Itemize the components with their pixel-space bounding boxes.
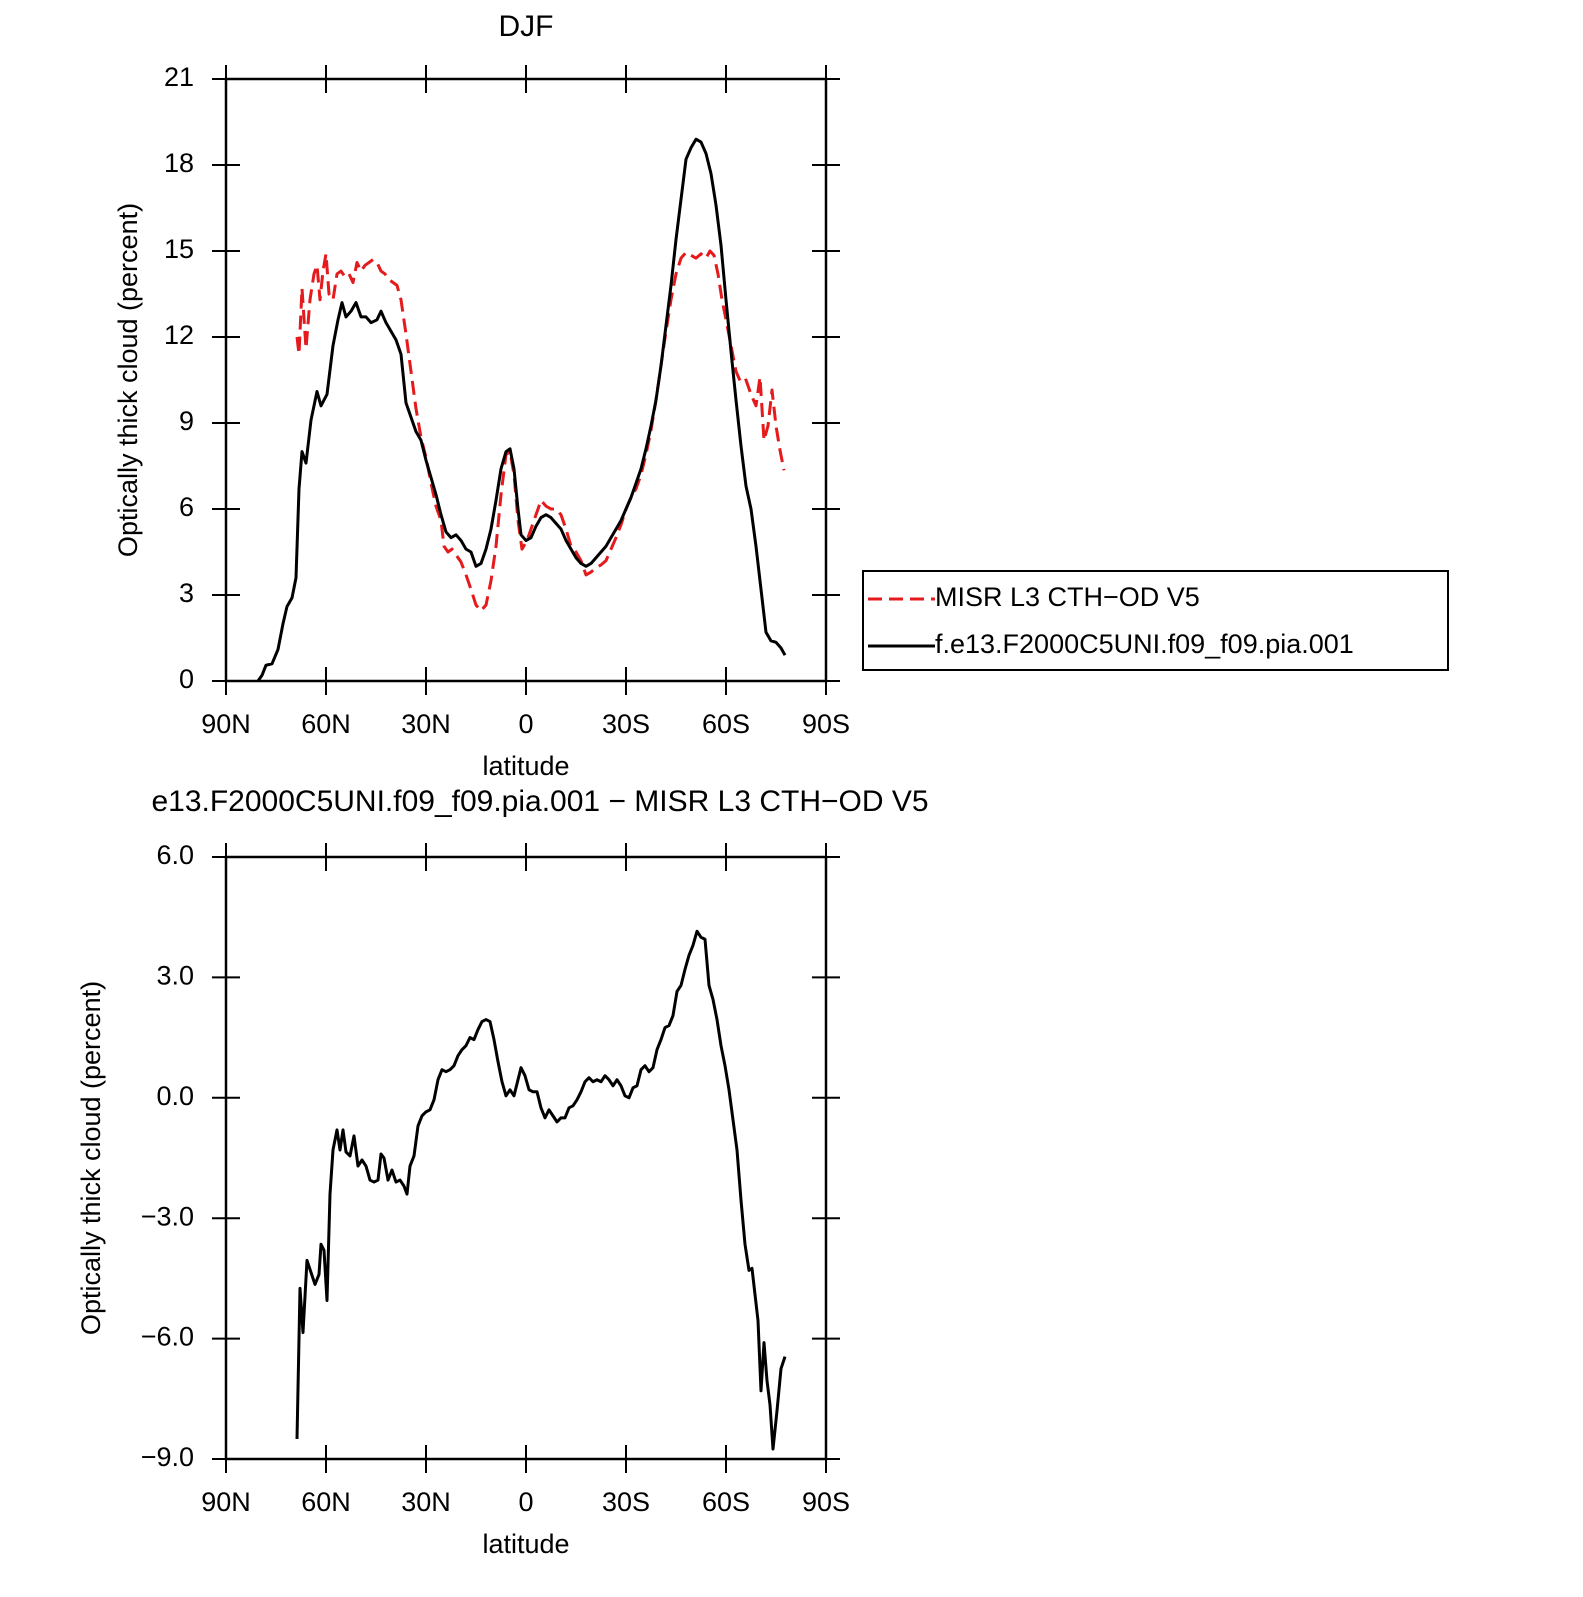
x-tick-label: 90N	[201, 1487, 251, 1517]
y-tick-label: −6.0	[141, 1322, 194, 1352]
x-tick-label: 60N	[301, 1487, 351, 1517]
y-tick-label: 0	[179, 664, 194, 694]
data-line	[295, 249, 786, 613]
y-tick-label: 12	[164, 320, 194, 350]
y-tick-label: 6	[179, 492, 194, 522]
y-tick-label: 6.0	[156, 840, 194, 870]
y-tick-label: −9.0	[141, 1442, 194, 1472]
legend-box	[862, 570, 1449, 671]
x-tick-label: 30N	[401, 1487, 451, 1517]
y-tick-label: 3	[179, 578, 194, 608]
y-tick-label: 0.0	[156, 1081, 194, 1111]
x-axis-label: latitude	[482, 1529, 569, 1559]
y-axis-label: Optically thick cloud (percent)	[113, 203, 143, 557]
legend-label: MISR L3 CTH−OD V5	[935, 582, 1200, 612]
y-tick-label: 18	[164, 148, 194, 178]
x-tick-label: 30S	[602, 709, 650, 739]
x-tick-label: 90S	[802, 1487, 850, 1517]
data-line	[256, 137, 787, 682]
data-line	[295, 929, 787, 1451]
chart-title: DJF	[499, 10, 554, 43]
x-tick-label: 30S	[602, 1487, 650, 1517]
x-tick-label: 0	[518, 709, 533, 739]
plot-frame	[224, 77, 828, 683]
x-tick-label: 60S	[702, 1487, 750, 1517]
plot-frame	[224, 855, 828, 1461]
x-tick-label: 90N	[201, 709, 251, 739]
x-tick-label: 90S	[802, 709, 850, 739]
y-tick-label: −3.0	[141, 1201, 194, 1231]
x-tick-label: 30N	[401, 709, 451, 739]
x-tick-label: 60N	[301, 709, 351, 739]
x-tick-label: 60S	[702, 709, 750, 739]
y-tick-label: 3.0	[156, 961, 194, 991]
y-tick-label: 21	[164, 62, 194, 92]
y-tick-label: 15	[164, 234, 194, 264]
chart-title: e13.F2000C5UNI.f09_f09.pia.001 − MISR L3…	[151, 785, 928, 818]
y-tick-label: 9	[179, 406, 194, 436]
legend-label: f.e13.F2000C5UNI.f09_f09.pia.001	[935, 629, 1354, 659]
y-axis-label: Optically thick cloud (percent)	[76, 981, 106, 1335]
x-tick-label: 0	[518, 1487, 533, 1517]
x-axis-label: latitude	[482, 751, 569, 781]
